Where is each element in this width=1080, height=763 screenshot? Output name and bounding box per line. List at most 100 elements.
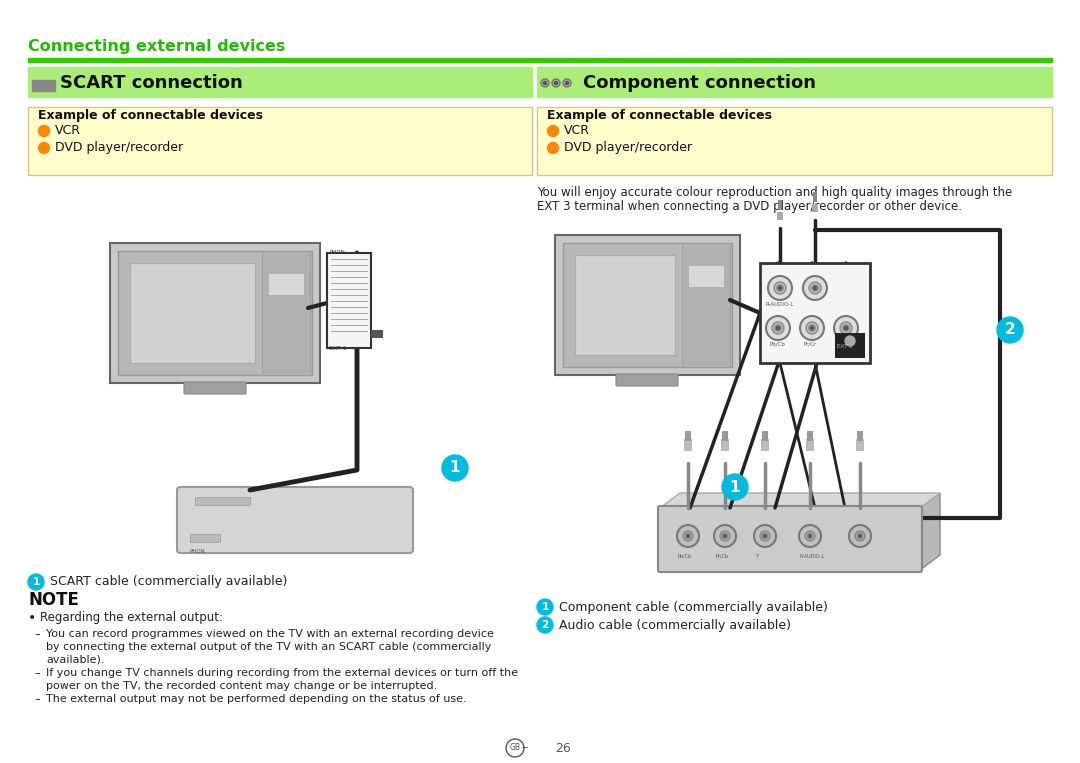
Bar	[778, 200, 782, 210]
Circle shape	[723, 474, 748, 500]
Bar	[807, 431, 813, 441]
Bar	[36, 84, 39, 87]
Text: PHON: PHON	[329, 250, 345, 255]
Text: Pr/Cb: Pr/Cb	[715, 554, 728, 559]
Text: 26: 26	[555, 742, 570, 755]
FancyBboxPatch shape	[177, 487, 413, 553]
Text: Pb/Cb: Pb/Cb	[770, 341, 786, 346]
Bar	[40, 88, 43, 91]
Text: –: –	[522, 742, 528, 755]
Bar	[52, 80, 55, 83]
Bar	[190, 534, 220, 542]
Bar	[195, 497, 249, 505]
Bar	[32, 84, 35, 87]
Bar	[537, 67, 1052, 97]
Text: Example of connectable devices: Example of connectable devices	[38, 110, 264, 123]
Text: EXT 1: EXT 1	[329, 346, 347, 351]
Circle shape	[566, 82, 568, 85]
Circle shape	[442, 455, 468, 481]
Text: VCR: VCR	[564, 124, 590, 137]
Bar	[721, 439, 729, 451]
Text: by connecting the external output of the TV with an SCART cable (commercially: by connecting the external output of the…	[46, 642, 491, 652]
Bar	[681, 243, 730, 367]
Circle shape	[809, 325, 815, 331]
Text: EXT 3 terminal when connecting a DVD player/recorder or other device.: EXT 3 terminal when connecting a DVD pla…	[537, 200, 962, 213]
Text: 1: 1	[32, 577, 40, 587]
Circle shape	[677, 525, 699, 547]
Text: •: •	[28, 611, 37, 625]
Circle shape	[774, 282, 786, 294]
Text: PHON: PHON	[190, 549, 206, 554]
Bar	[858, 431, 863, 441]
Text: R-AUDIO-L: R-AUDIO-L	[765, 302, 794, 307]
Bar	[44, 88, 48, 91]
Bar	[48, 84, 51, 87]
Circle shape	[858, 533, 863, 539]
Circle shape	[39, 143, 50, 153]
Circle shape	[766, 316, 789, 340]
Circle shape	[543, 82, 546, 85]
Circle shape	[812, 285, 818, 291]
Text: Regarding the external output:: Regarding the external output:	[40, 611, 222, 624]
Circle shape	[855, 531, 865, 541]
Text: Example of connectable devices: Example of connectable devices	[546, 110, 772, 123]
Text: DVD player/recorder: DVD player/recorder	[564, 141, 692, 154]
Text: 1: 1	[730, 479, 740, 494]
Bar	[806, 439, 814, 451]
Bar	[28, 107, 532, 175]
Circle shape	[686, 533, 690, 539]
Circle shape	[809, 282, 821, 294]
Circle shape	[806, 322, 818, 334]
Bar	[32, 80, 35, 83]
Text: Component cable (commercially available): Component cable (commercially available)	[559, 600, 828, 613]
Text: 2: 2	[1004, 323, 1015, 337]
Bar	[130, 263, 255, 363]
Bar	[372, 330, 383, 338]
Bar	[36, 80, 39, 83]
Circle shape	[799, 525, 821, 547]
Circle shape	[548, 125, 558, 137]
Text: SCART connection: SCART connection	[60, 74, 243, 92]
Bar	[327, 253, 372, 348]
Text: R-AUDIO-L: R-AUDIO-L	[800, 554, 825, 559]
Text: Pb/Cb: Pb/Cb	[678, 554, 692, 559]
Text: If you change TV channels during recording from the external devices or turn off: If you change TV channels during recordi…	[46, 668, 518, 678]
Circle shape	[843, 325, 849, 331]
Circle shape	[563, 79, 571, 87]
Bar	[537, 107, 1052, 175]
Text: –: –	[33, 668, 40, 678]
Bar	[268, 273, 303, 295]
Circle shape	[720, 531, 730, 541]
Text: SCART cable (commercially available): SCART cable (commercially available)	[50, 575, 287, 588]
Circle shape	[554, 82, 557, 85]
Circle shape	[859, 535, 861, 537]
Circle shape	[760, 531, 770, 541]
Bar	[835, 333, 865, 358]
Circle shape	[548, 143, 558, 153]
Circle shape	[810, 327, 813, 330]
Bar	[52, 84, 55, 87]
Text: 1: 1	[449, 461, 460, 475]
Bar	[760, 263, 870, 363]
Circle shape	[779, 286, 782, 289]
Bar	[32, 88, 35, 91]
Bar	[688, 265, 724, 287]
Text: Y: Y	[838, 341, 841, 346]
Bar	[555, 235, 740, 375]
Circle shape	[754, 525, 777, 547]
Text: 1: 1	[541, 602, 549, 612]
Polygon shape	[920, 493, 940, 570]
Text: available).: available).	[46, 655, 105, 665]
Text: VCR: VCR	[55, 124, 81, 137]
Text: DVD player/recorder: DVD player/recorder	[55, 141, 184, 154]
Text: You can record programmes viewed on the TV with an external recording device: You can record programmes viewed on the …	[46, 629, 494, 639]
Circle shape	[808, 533, 812, 539]
Circle shape	[714, 525, 735, 547]
Circle shape	[849, 525, 870, 547]
Bar	[28, 67, 532, 97]
Bar	[44, 84, 48, 87]
Bar	[685, 431, 691, 441]
Circle shape	[723, 533, 728, 539]
Circle shape	[777, 327, 780, 330]
Circle shape	[772, 322, 784, 334]
